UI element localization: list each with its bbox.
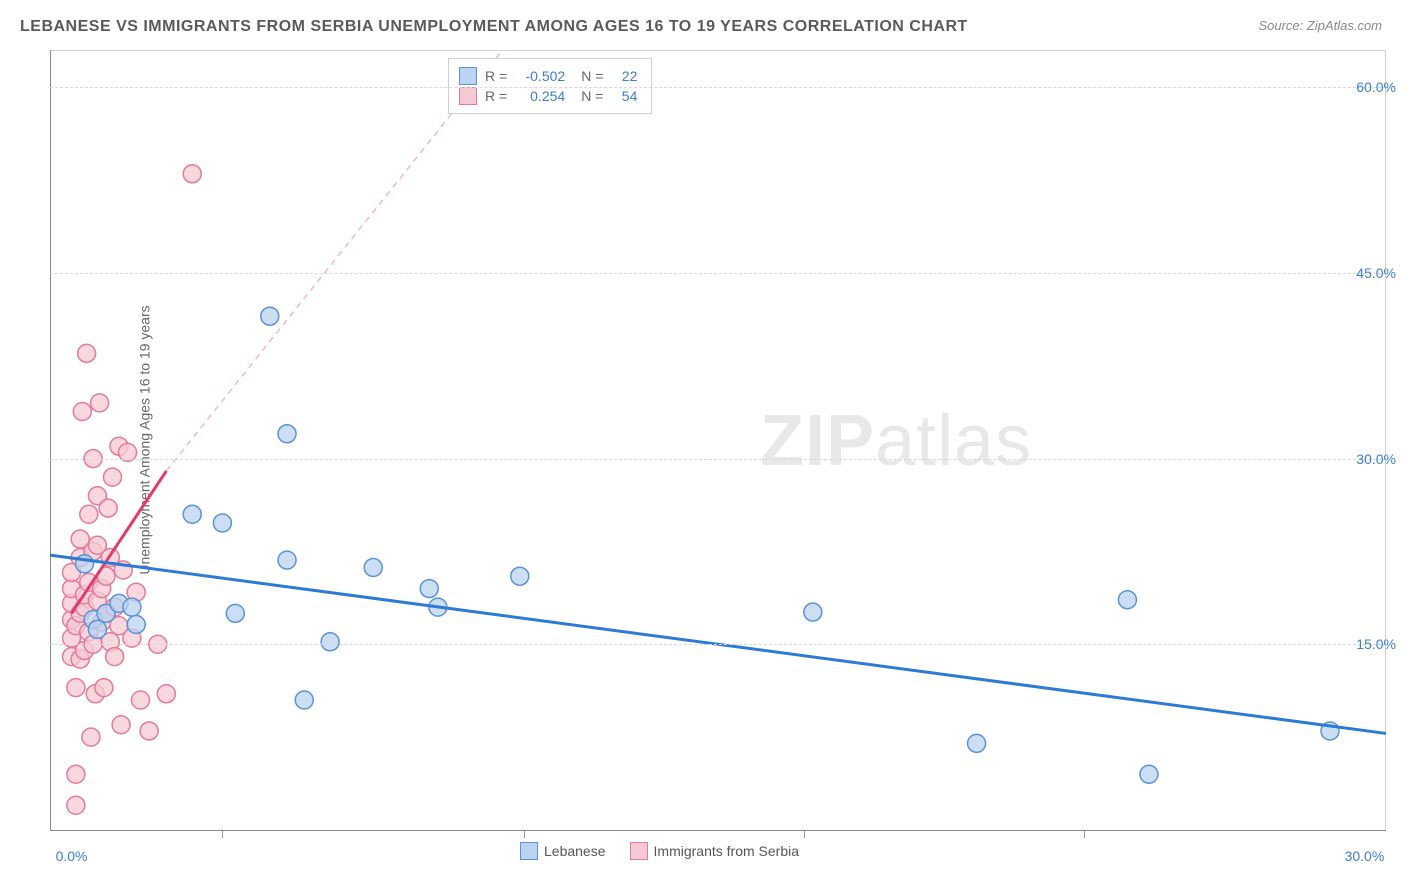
legend-label: Lebanese [544,843,606,859]
legend-swatch [630,842,648,860]
gridline-h [50,87,1386,88]
r-value: -0.502 [515,68,565,84]
x-minor-tick [524,830,525,838]
x-axis [50,830,1386,831]
n-value: 22 [611,68,637,84]
gridline-h [50,644,1386,645]
x-minor-tick [1084,830,1085,838]
x-tick-label: 0.0% [56,848,88,864]
y-tick-label: 60.0% [1356,79,1396,95]
legend-swatch [459,87,477,105]
legend-row: R = -0.502 N = 22 [459,67,637,85]
chart-title: LEBANESE VS IMMIGRANTS FROM SERBIA UNEMP… [20,18,968,36]
r-value: 0.254 [515,88,565,104]
n-label: N = [581,88,603,104]
legend-item: Lebanese [520,842,606,860]
legend-row: R = 0.254 N = 54 [459,87,637,105]
correlation-legend: R = -0.502 N = 22 R = 0.254 N = 54 [448,58,652,114]
gridline-h [50,459,1386,460]
x-minor-tick [222,830,223,838]
series-legend: Lebanese Immigrants from Serbia [520,842,799,860]
y-tick-label: 45.0% [1356,265,1396,281]
legend-label: Immigrants from Serbia [654,843,799,859]
legend-item: Immigrants from Serbia [630,842,799,860]
x-tick-label: 30.0% [1345,848,1385,864]
y-tick-label: 30.0% [1356,451,1396,467]
r-label: R = [485,88,507,104]
gridline-h [50,273,1386,274]
source-attribution: Source: ZipAtlas.com [1258,18,1382,33]
legend-swatch [520,842,538,860]
scatter-plot-svg [50,50,1386,830]
x-minor-tick [804,830,805,838]
n-value: 54 [611,88,637,104]
r-label: R = [485,68,507,84]
legend-swatch [459,67,477,85]
n-label: N = [581,68,603,84]
y-tick-label: 15.0% [1356,636,1396,652]
